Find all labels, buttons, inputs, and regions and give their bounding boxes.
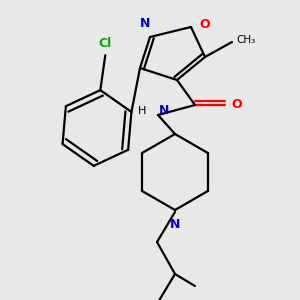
Text: N: N	[140, 17, 150, 30]
Text: Cl: Cl	[99, 37, 112, 50]
Text: N: N	[170, 218, 180, 231]
Text: N: N	[159, 104, 169, 118]
Text: O: O	[231, 98, 242, 112]
Text: O: O	[199, 17, 210, 31]
Text: CH₃: CH₃	[236, 35, 255, 45]
Text: H: H	[138, 106, 146, 116]
